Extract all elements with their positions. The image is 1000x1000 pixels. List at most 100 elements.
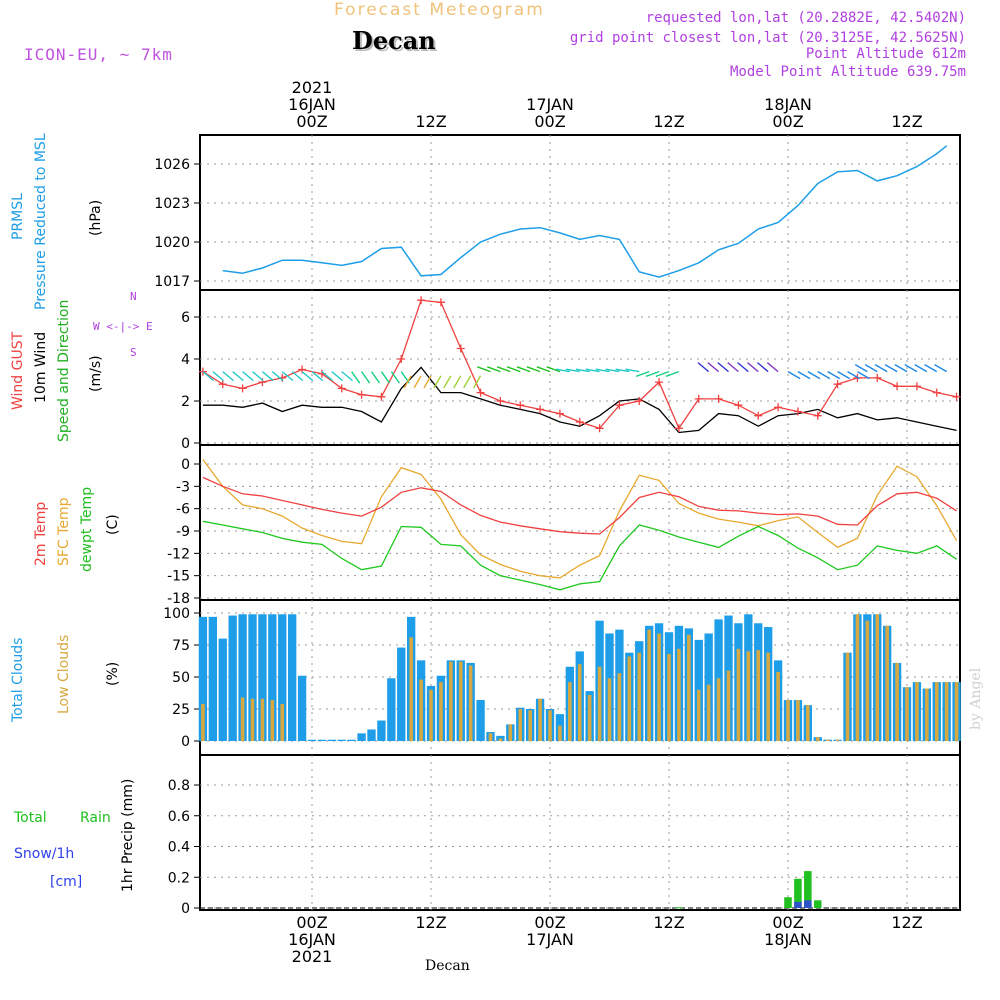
wind-direction-arrow: [291, 371, 304, 382]
low-cloud-bar: [677, 648, 681, 741]
y-tick-label: 0: [181, 457, 190, 473]
total-cloud-bar: [387, 678, 396, 741]
gust-marker: [813, 411, 822, 420]
wind-direction-arrow: [232, 371, 244, 382]
low-cloud-bar: [736, 648, 741, 741]
low-cloud-bar: [468, 665, 473, 741]
low-cloud-bar: [518, 709, 523, 741]
wind-direction-arrow: [301, 371, 314, 382]
low-cloud-bar: [944, 682, 949, 741]
low-cloud-bar: [825, 739, 830, 741]
gust-marker: [456, 344, 465, 353]
gust-marker: [754, 411, 763, 420]
wind-direction-arrow: [453, 375, 462, 389]
low-cloud-bar: [835, 739, 840, 741]
rain-bar: [794, 878, 802, 908]
wind-direction-arrow: [370, 371, 381, 384]
wind-direction-arrow: [807, 370, 821, 380]
wind-direction-arrow: [934, 363, 948, 373]
y-tick-label: -18: [167, 591, 190, 607]
total-cloud-bar: [288, 614, 297, 741]
wind-direction-arrow: [737, 362, 749, 373]
wind-direction-arrow: [625, 368, 640, 373]
low-cloud-bar: [201, 703, 205, 741]
low-cloud-bar: [865, 620, 870, 741]
low-cloud-bar: [260, 698, 265, 741]
gust-marker: [417, 296, 426, 305]
rain-bar: [804, 871, 812, 908]
wind-direction-arrow: [874, 363, 888, 373]
top-time-label: 00Z: [534, 112, 565, 131]
y-tick-label: 0.8: [168, 778, 190, 794]
low-cloud-bar: [240, 697, 245, 741]
gust-marker: [952, 392, 961, 401]
wind-direction-arrow: [797, 370, 811, 380]
low-cloud-bar: [687, 634, 691, 741]
y-tick-label: 1020: [154, 235, 190, 251]
y-tick-label: 0.2: [168, 870, 190, 886]
wind-direction-arrow: [697, 362, 710, 373]
y-tick-label: 1017: [154, 274, 190, 290]
low-cloud-bar: [548, 710, 552, 741]
wind-direction-arrow: [615, 368, 630, 373]
compass-west-east: W <-|-> E: [93, 320, 153, 333]
snow-bar: [794, 901, 802, 908]
y-tick-label: 0: [181, 436, 190, 452]
wind-direction-arrow: [655, 370, 670, 378]
wind-direction-arrow: [443, 375, 452, 389]
wind-direction-arrow: [756, 362, 769, 373]
low-cloud-bar: [667, 653, 671, 741]
low-cloud-bar: [806, 705, 810, 741]
total-cloud-bar: [317, 739, 327, 741]
rain-bar: [675, 907, 683, 909]
top-time-label: 17JAN: [526, 95, 574, 114]
wind-direction-arrow: [403, 375, 412, 389]
low-cloud-bar: [954, 682, 959, 741]
wind-direction-arrow: [565, 368, 580, 373]
gust-marker: [337, 384, 346, 393]
low-cloud-bar: [597, 666, 602, 741]
wind-direction-arrow: [914, 363, 928, 373]
wind-direction-arrow: [585, 368, 600, 373]
low-cloud-bar: [776, 671, 780, 741]
wind-direction-arrow: [717, 362, 729, 373]
low-cloud-bar: [409, 637, 413, 741]
low-cloud-bar: [528, 710, 532, 741]
wind-direction-arrow: [390, 371, 400, 384]
gust-marker: [655, 378, 664, 387]
gust-marker: [377, 392, 386, 401]
requested-coords: requested lon,lat (20.2882E, 42.5402N): [645, 10, 966, 26]
wind-direction-arrow: [766, 362, 779, 373]
top-time-label: 12Z: [415, 112, 446, 131]
total-cloud-bar: [278, 614, 287, 741]
gust-marker: [912, 382, 921, 391]
low-cloud-bar: [657, 633, 661, 741]
total-cloud-bar: [208, 616, 217, 741]
wind-direction-arrow: [864, 363, 878, 373]
wind-gust-line: [202, 299, 957, 430]
bottom-time-label: 00Z: [296, 913, 327, 932]
panel-frame-2: [199, 444, 961, 601]
total-cloud-bar: [238, 614, 247, 741]
gust-marker: [793, 407, 802, 416]
gust-marker: [218, 380, 227, 389]
bottom-time-label: 12Z: [891, 913, 922, 932]
wind-direction-arrow: [546, 366, 561, 373]
wind-direction-arrow: [635, 370, 650, 378]
total-rain-label-rain: Rain: [80, 810, 111, 826]
gust-marker: [615, 401, 624, 410]
total-cloud-bar: [357, 733, 366, 741]
top-time-label: 12Z: [653, 112, 684, 131]
wind-direction-arrow: [847, 370, 860, 380]
low-cloud-bar: [875, 614, 880, 741]
wind-direction-arrow: [516, 366, 531, 373]
low-cloud-bar: [419, 679, 423, 741]
wind-direction-arrow: [212, 371, 225, 382]
top-time-label: 00Z: [772, 112, 803, 131]
low-cloud-bar: [607, 678, 612, 741]
wind-direction-arrow: [894, 363, 908, 373]
y-tick-label: 0: [181, 734, 190, 750]
compass-north: N: [130, 290, 137, 303]
wind-direction-arrow: [924, 363, 938, 373]
